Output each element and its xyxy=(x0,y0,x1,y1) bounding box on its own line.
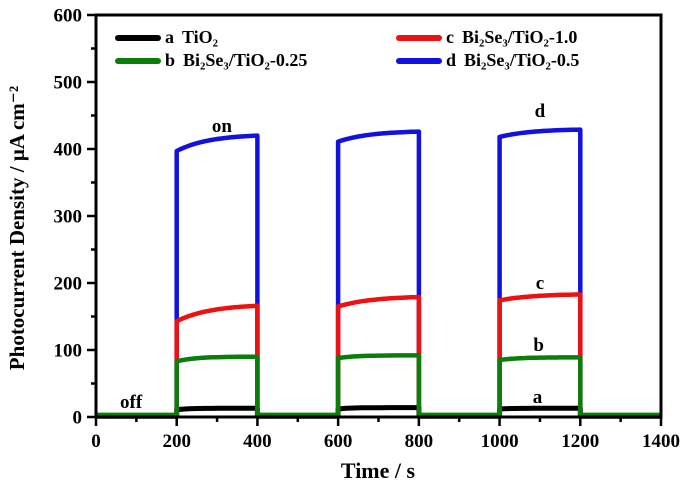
legend-entry-a: a TiO₂ xyxy=(115,26,307,49)
annotation-b: b xyxy=(533,334,544,356)
legend-line-black-icon xyxy=(115,34,161,41)
legend-entry-b: b Bi₂Se₃/TiO₂-0.25 xyxy=(115,49,307,72)
y-tick-label: 600 xyxy=(54,6,83,27)
series-line-b xyxy=(96,353,661,418)
annotation-d: d xyxy=(534,101,546,123)
y-tick-label: 200 xyxy=(54,274,83,295)
series-line-c xyxy=(96,292,661,418)
y-tick-label: 400 xyxy=(54,140,83,161)
legend-line-blue-icon xyxy=(396,57,442,64)
y-tick-label: 100 xyxy=(54,341,83,362)
legend-key-c: c xyxy=(446,27,454,47)
x-tick-label: 1000 xyxy=(481,431,519,452)
x-tick-label: 600 xyxy=(324,431,353,452)
y-tick-label: 0 xyxy=(73,408,83,429)
legend-column-right: c Bi₂Se₃/TiO₂-1.0 d Bi₂Se₃/TiO₂-0.5 xyxy=(396,26,579,72)
legend-column-left: a TiO₂ b Bi₂Se₃/TiO₂-0.25 xyxy=(115,26,307,72)
annotation-on: on xyxy=(211,115,232,137)
legend-key-b: b xyxy=(165,50,176,70)
x-axis-title: Time / s xyxy=(340,458,416,483)
x-tick-label: 400 xyxy=(243,431,272,452)
annotation-off: off xyxy=(120,391,143,413)
legend-entry-c: c Bi₂Se₃/TiO₂-1.0 xyxy=(396,26,579,49)
legend-entry-d: d Bi₂Se₃/TiO₂-0.5 xyxy=(396,49,579,72)
y-tick-label: 500 xyxy=(54,73,83,94)
x-tick-label: 1200 xyxy=(561,431,599,452)
legend-label-bi2se3-tio2-10: Bi₂Se₃/TiO₂-1.0 xyxy=(462,27,578,47)
x-tick-label: 0 xyxy=(91,431,101,452)
legend-label-tio2: TiO₂ xyxy=(182,27,219,47)
x-tick-label: 800 xyxy=(405,431,434,452)
y-tick-label: 300 xyxy=(54,207,83,228)
legend-label-bi2se3-tio2-05: Bi₂Se₃/TiO₂-0.5 xyxy=(464,50,580,70)
x-tick-label: 200 xyxy=(162,431,191,452)
series-line-d xyxy=(96,127,661,418)
legend-key-d: d xyxy=(446,50,457,70)
legend-label-bi2se3-tio2-025: Bi₂Se₃/TiO₂-0.25 xyxy=(183,50,308,70)
legend-key-a: a xyxy=(165,27,174,47)
annotation-a: a xyxy=(532,387,543,409)
x-tick-label: 1400 xyxy=(642,431,680,452)
series-line-a xyxy=(96,405,661,419)
y-axis-title: Photocurrent Density / μA cm⁻² xyxy=(5,85,29,371)
legend-line-green-icon xyxy=(115,57,161,64)
legend-line-red-icon xyxy=(396,34,442,41)
annotation-c: c xyxy=(535,273,545,295)
